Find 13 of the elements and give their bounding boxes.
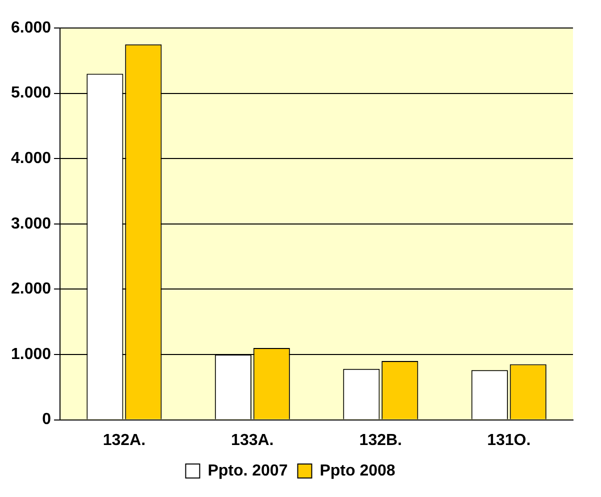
x-tick-label: 133A. — [231, 432, 274, 449]
y-tick-label: 2.000 — [10, 280, 52, 298]
y-tick-label: 6.000 — [10, 19, 52, 36]
x-tick-label: 132B. — [359, 432, 402, 449]
x-tick-label: 132A. — [102, 432, 146, 449]
y-tick-label: 4.000 — [10, 150, 52, 168]
y-tick-label: 5.000 — [10, 84, 52, 102]
y-tick-label: 1.000 — [10, 346, 52, 363]
legend-label: Ppto 2008 — [320, 462, 396, 480]
y-tick-label: 0 — [42, 411, 52, 428]
x-tick-label: 131O. — [487, 432, 531, 449]
legend-label: Ppto. 2007 — [208, 462, 288, 480]
y-tick-label: 3.000 — [10, 215, 52, 232]
